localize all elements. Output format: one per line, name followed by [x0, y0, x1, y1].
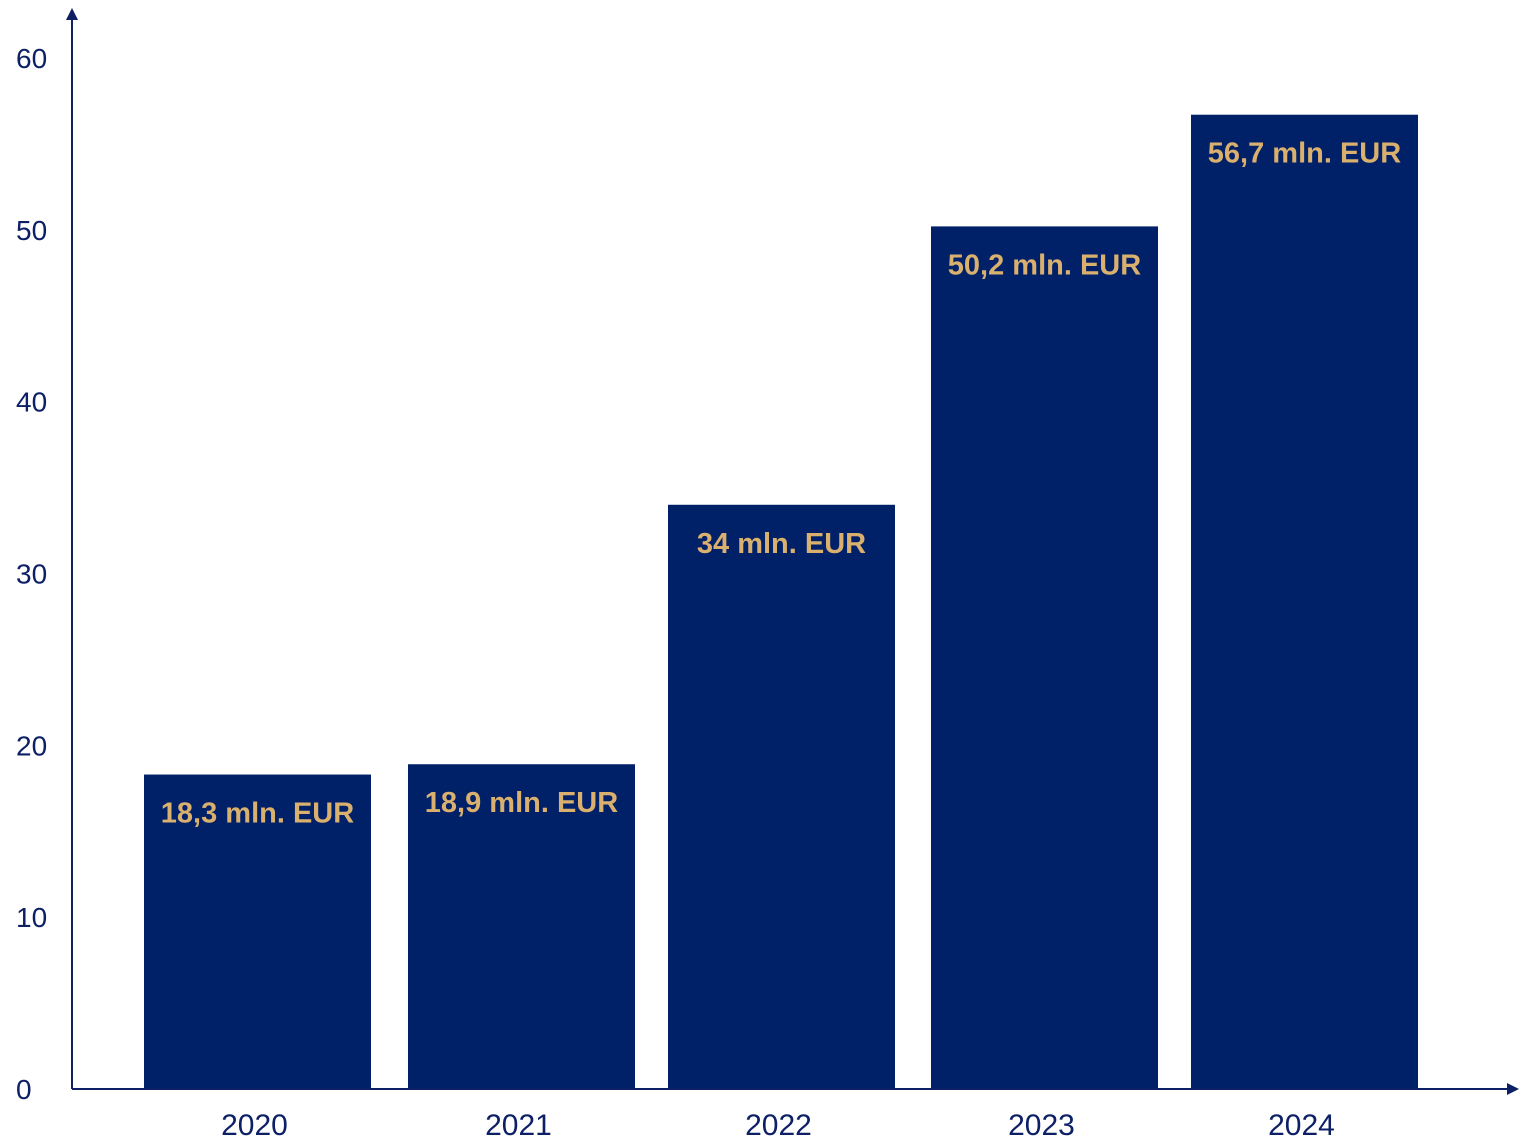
y-tick-label: 40 — [16, 387, 47, 418]
bar — [1191, 114, 1418, 1089]
y-axis-arrow-icon — [66, 8, 78, 20]
bar-value-label: 56,7 mln. EUR — [1208, 138, 1401, 170]
bar — [408, 764, 635, 1089]
x-tick-label: 2024 — [1268, 1109, 1335, 1142]
x-tick-label: 2020 — [221, 1109, 288, 1142]
bar — [144, 774, 371, 1089]
bars — [144, 114, 1418, 1089]
bar-value-label: 50,2 mln. EUR — [948, 249, 1141, 281]
bar-value-label: 18,3 mln. EUR — [161, 798, 354, 830]
y-tick-label: 30 — [16, 559, 47, 590]
x-axis-arrow-icon — [1507, 1083, 1519, 1095]
bar-value-label: 34 mln. EUR — [697, 528, 866, 560]
y-tick-label: 10 — [16, 902, 47, 933]
y-axis-ticks: 0 10 20 30 40 50 60 — [16, 43, 47, 1105]
y-tick-label: 50 — [16, 215, 47, 246]
bar-value-label: 18,9 mln. EUR — [425, 787, 618, 819]
data-labels: 18,3 mln. EUR 18,9 mln. EUR 34 mln. EUR 50,… — [161, 138, 1401, 830]
y-tick-label: 20 — [16, 730, 47, 761]
x-axis-labels: 2020 2021 2022 2023 2024 — [221, 1109, 1335, 1142]
bar — [931, 226, 1158, 1089]
x-tick-label: 2022 — [745, 1109, 812, 1142]
axes — [66, 8, 1519, 1095]
x-tick-label: 2023 — [1008, 1109, 1075, 1142]
bar — [668, 504, 895, 1089]
y-tick-label: 60 — [16, 43, 47, 74]
x-tick-label: 2021 — [485, 1109, 552, 1142]
y-tick-label: 0 — [16, 1074, 32, 1105]
